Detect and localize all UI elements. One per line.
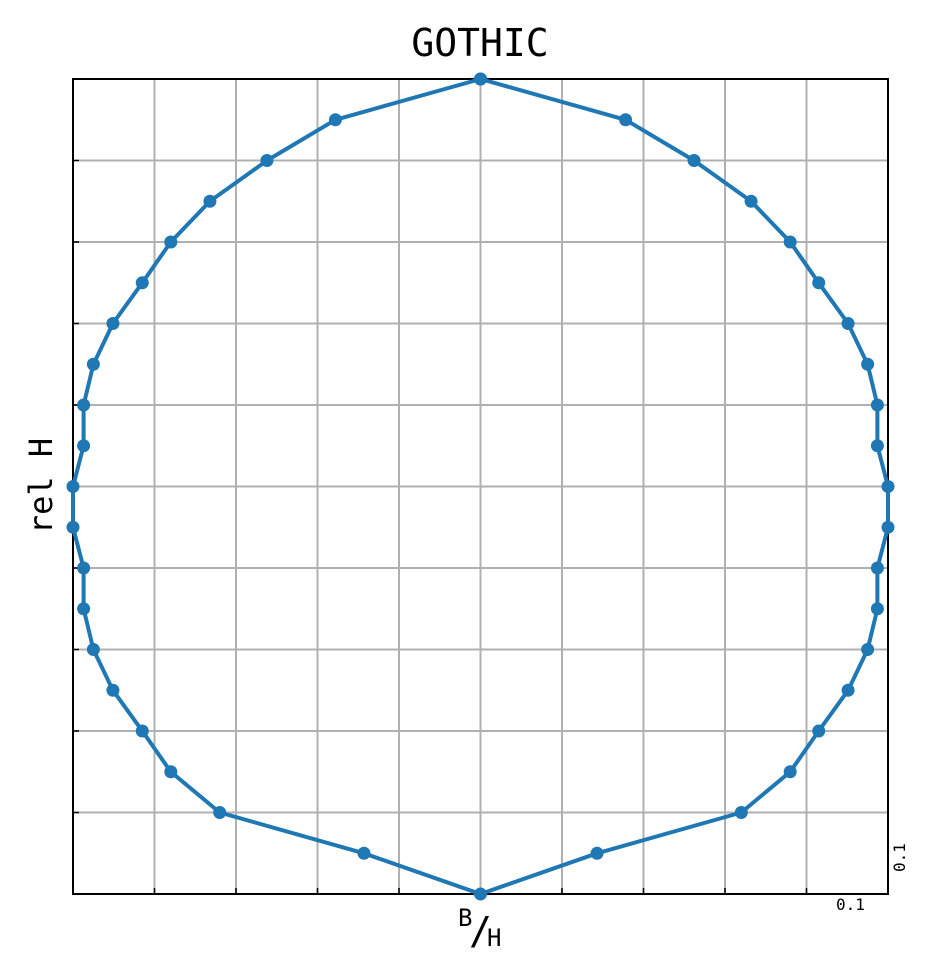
data-point <box>881 480 895 493</box>
data-point <box>213 806 227 819</box>
data-point <box>357 846 371 860</box>
data-point <box>77 398 91 412</box>
data-point <box>870 561 884 575</box>
data-point <box>861 643 875 656</box>
x-axis-label-denominator: H <box>487 924 501 952</box>
data-point <box>812 724 826 738</box>
data-point <box>783 765 797 779</box>
data-point <box>870 602 884 616</box>
data-point <box>881 520 895 534</box>
data-point <box>77 602 91 616</box>
data-point <box>66 520 80 534</box>
data-point <box>135 724 149 738</box>
data-point <box>870 439 884 453</box>
x-axis-label-slash: / <box>469 909 492 953</box>
data-point <box>687 154 701 167</box>
data-point <box>86 357 100 371</box>
data-point <box>86 643 100 656</box>
data-point <box>106 317 120 330</box>
x-scale-label: 0.1 <box>836 895 865 914</box>
data-point <box>783 235 797 249</box>
data-point <box>164 235 178 249</box>
data-point <box>135 276 149 290</box>
data-point <box>812 276 826 290</box>
data-point <box>106 683 120 697</box>
data-point <box>77 561 91 575</box>
data-point <box>590 846 604 860</box>
chart-title: GOTHIC <box>411 21 548 65</box>
data-point <box>164 765 178 779</box>
data-point <box>474 72 487 86</box>
data-point <box>744 194 758 208</box>
data-point <box>77 439 91 453</box>
data-point <box>260 154 274 167</box>
data-point <box>474 887 487 901</box>
series-layer <box>66 72 895 901</box>
data-point <box>861 357 875 371</box>
data-point <box>734 806 748 819</box>
data-point <box>203 194 217 208</box>
y-scale-label: 0.1 <box>890 843 909 872</box>
data-point <box>841 683 855 697</box>
data-point <box>870 398 884 412</box>
data-point <box>328 113 342 127</box>
data-point <box>841 317 855 330</box>
x-axis-label-numerator: B <box>458 904 472 932</box>
data-point <box>619 113 633 127</box>
grid <box>73 79 888 894</box>
data-point <box>66 480 80 493</box>
y-axis-label: rel H <box>22 438 60 534</box>
